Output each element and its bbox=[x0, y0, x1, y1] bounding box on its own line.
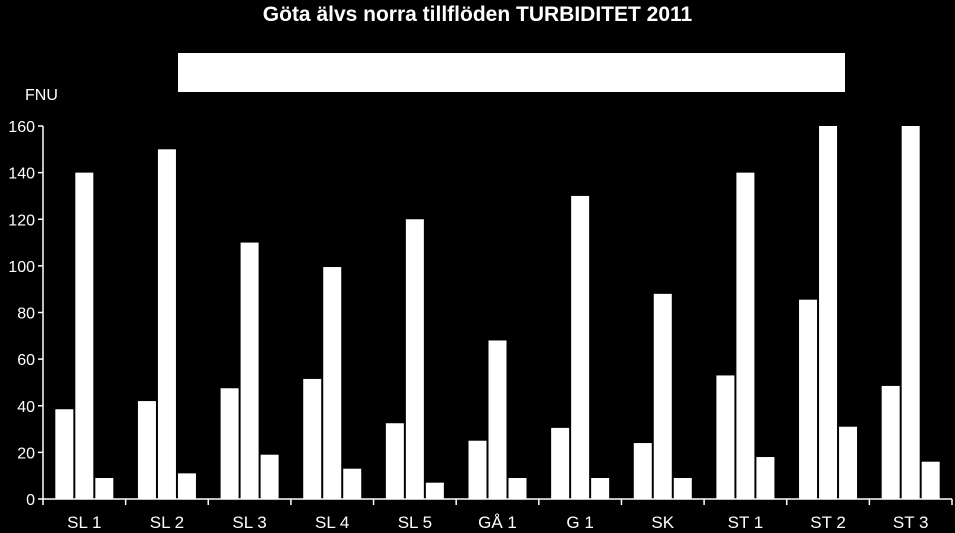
bar bbox=[137, 401, 156, 499]
x-tick-label: SL 2 bbox=[150, 513, 184, 532]
bar bbox=[508, 478, 527, 499]
bar bbox=[405, 219, 424, 499]
bar bbox=[488, 340, 507, 499]
bar bbox=[303, 378, 322, 499]
x-tick-label: ST 3 bbox=[893, 513, 929, 532]
y-tick-label: 0 bbox=[26, 492, 35, 509]
chart-legend bbox=[178, 53, 845, 92]
bar bbox=[571, 195, 590, 499]
bar bbox=[260, 454, 279, 499]
bar bbox=[75, 172, 94, 499]
bar bbox=[839, 426, 858, 499]
x-tick-label: SK bbox=[651, 513, 674, 532]
y-axis-label: FNU bbox=[25, 87, 58, 104]
bar bbox=[323, 267, 342, 499]
bar bbox=[591, 478, 610, 499]
bar bbox=[819, 126, 838, 499]
bar bbox=[425, 482, 444, 499]
bar bbox=[95, 478, 114, 499]
x-tick-label: SL 5 bbox=[398, 513, 432, 532]
y-tick-label: 100 bbox=[8, 259, 35, 276]
y-tick-label: 120 bbox=[8, 212, 35, 229]
bar bbox=[756, 457, 775, 499]
y-tick-label: 20 bbox=[17, 445, 35, 462]
x-tick-label: SL 4 bbox=[315, 513, 349, 532]
bar bbox=[633, 443, 652, 499]
y-tick-label: 140 bbox=[8, 166, 35, 183]
bar bbox=[673, 478, 692, 499]
x-tick-label: SL 3 bbox=[232, 513, 266, 532]
bar bbox=[157, 149, 176, 499]
bar bbox=[55, 409, 74, 499]
x-tick-label: ST 1 bbox=[728, 513, 764, 532]
chart-title: Göta älvs norra tillflöden TURBIDITET 20… bbox=[262, 3, 693, 26]
bar bbox=[716, 375, 735, 499]
x-tick-label: G 1 bbox=[566, 513, 593, 532]
bar bbox=[799, 299, 818, 499]
bar bbox=[653, 293, 672, 499]
y-tick-label: 160 bbox=[8, 119, 35, 136]
bar bbox=[921, 461, 940, 499]
y-tick-label: 80 bbox=[17, 306, 35, 323]
bar bbox=[385, 423, 404, 499]
bar bbox=[220, 388, 239, 499]
x-tick-label: SL 1 bbox=[67, 513, 101, 532]
bar bbox=[343, 468, 362, 499]
bar bbox=[736, 172, 755, 499]
bar bbox=[881, 385, 900, 499]
y-tick-label: 60 bbox=[17, 352, 35, 369]
bar bbox=[551, 427, 570, 499]
y-tick-label: 40 bbox=[17, 399, 35, 416]
bar bbox=[901, 126, 920, 499]
bar bbox=[468, 440, 487, 499]
bar bbox=[177, 473, 196, 499]
bar bbox=[240, 242, 259, 499]
x-tick-label: GÅ 1 bbox=[478, 513, 517, 532]
x-tick-label: ST 2 bbox=[810, 513, 846, 532]
